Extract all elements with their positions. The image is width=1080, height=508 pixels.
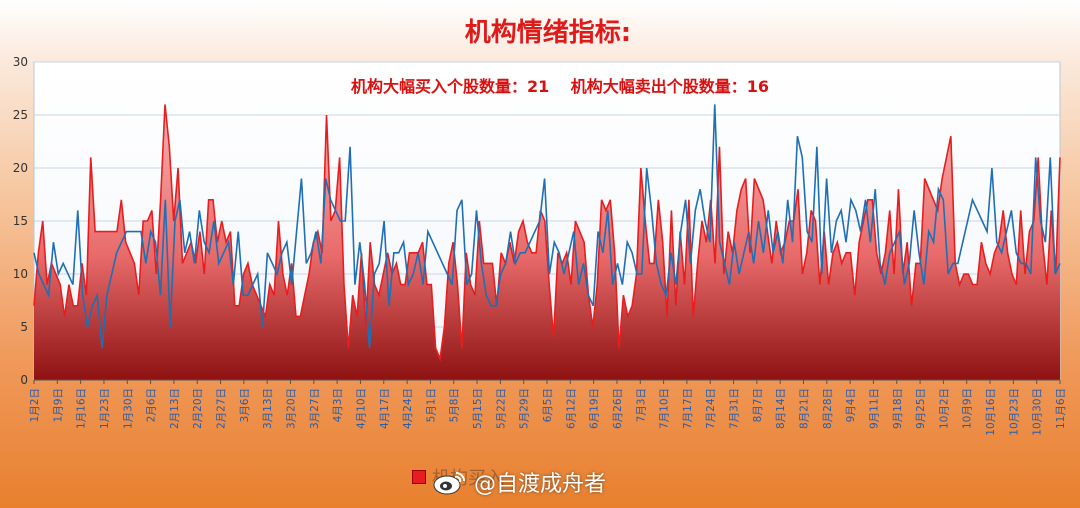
x-tick-label: 10月2日: [938, 388, 950, 429]
x-tick-label: 10月23日: [1008, 388, 1020, 436]
x-tick-label: 1月23日: [99, 388, 111, 429]
x-tick-label: 7月10日: [659, 388, 671, 429]
x-tick-label: 7月3日: [635, 388, 647, 422]
x-tick-label: 3月20日: [286, 388, 298, 429]
x-tick-label: 7月17日: [682, 388, 694, 429]
x-tick-label: 5月22日: [495, 388, 507, 429]
x-tick-label: 11月6日: [1055, 388, 1067, 429]
x-tick-label: 7月31日: [729, 388, 741, 429]
x-tick-label: 3月27日: [309, 388, 321, 429]
x-tick-label: 9月25日: [915, 388, 927, 429]
x-tick-label: 2月6日: [146, 388, 158, 422]
x-tick-label: 5月29日: [519, 388, 531, 429]
buy-series-line: [33, 104, 1061, 362]
y-tick-label: 30: [13, 55, 28, 69]
x-tick-label: 3月6日: [239, 388, 251, 422]
x-tick-label: 2月13日: [169, 388, 181, 429]
x-tick-label: 6月5日: [542, 388, 554, 422]
x-tick-label: 9月4日: [845, 388, 857, 422]
y-tick-label: 15: [13, 214, 28, 228]
y-axis-ticks: 0 5 10 15 20 25 30: [13, 55, 28, 387]
sell-series-line: [33, 104, 1061, 349]
y-tick-label: 25: [13, 108, 28, 122]
x-tick-label: 8月7日: [752, 388, 764, 422]
x-axis-ticks: 1月2日 1月9日 1月16日 1月23日 1月30日 2月6日 2月13日 2月20日 2月2…: [29, 380, 1067, 436]
x-tick-label: 8月14日: [775, 388, 787, 429]
x-tick-label: 3月13日: [262, 388, 274, 429]
y-tick-label: 10: [13, 267, 28, 281]
watermark-text: @自渡成舟者: [474, 472, 607, 497]
x-tick-label: 1月16日: [76, 388, 88, 429]
chart-title: 机构情绪指标:: [465, 17, 631, 48]
x-tick-label: 2月20日: [192, 388, 204, 429]
legend-swatch-buy: [412, 470, 426, 484]
chart-annotation: 机构大幅买入个股数量：21 机构大幅卖出个股数量：16: [351, 77, 769, 96]
y-tick-label: 0: [20, 373, 28, 387]
x-tick-label: 10月16日: [985, 388, 997, 436]
x-tick-label: 5月15日: [472, 388, 484, 429]
x-tick-label: 4月3日: [332, 388, 344, 422]
x-tick-label: 4月24日: [402, 388, 414, 429]
x-tick-label: 8月21日: [799, 388, 811, 429]
x-tick-label: 1月30日: [122, 388, 134, 429]
x-tick-label: 5月8日: [449, 388, 461, 422]
x-tick-label: 6月26日: [612, 388, 624, 429]
weibo-logo-icon: [433, 472, 465, 495]
x-tick-label: 9月18日: [892, 388, 904, 429]
x-tick-label: 4月17日: [379, 388, 391, 429]
x-tick-label: 10月30日: [1032, 388, 1044, 436]
x-tick-label: 1月2日: [29, 388, 41, 422]
x-tick-label: 4月10日: [355, 388, 367, 429]
watermark: @自渡成舟者: [432, 466, 606, 498]
buy-area-layer: [33, 104, 1061, 381]
x-tick-label: 2月27日: [216, 388, 228, 429]
x-tick-label: 7月24日: [705, 388, 717, 429]
sell-line-layer: [33, 104, 1061, 349]
x-tick-label: 6月12日: [565, 388, 577, 429]
x-tick-label: 8月28日: [822, 388, 834, 429]
x-tick-label: 6月19日: [589, 388, 601, 429]
x-tick-label: 5月1日: [425, 388, 437, 422]
x-tick-label: 9月11日: [868, 388, 880, 429]
buy-area-fill: [34, 104, 1060, 381]
x-tick-label: 1月9日: [52, 388, 64, 422]
x-tick-label: 10月9日: [962, 388, 974, 429]
y-tick-label: 5: [20, 320, 28, 334]
y-tick-label: 20: [13, 161, 28, 175]
